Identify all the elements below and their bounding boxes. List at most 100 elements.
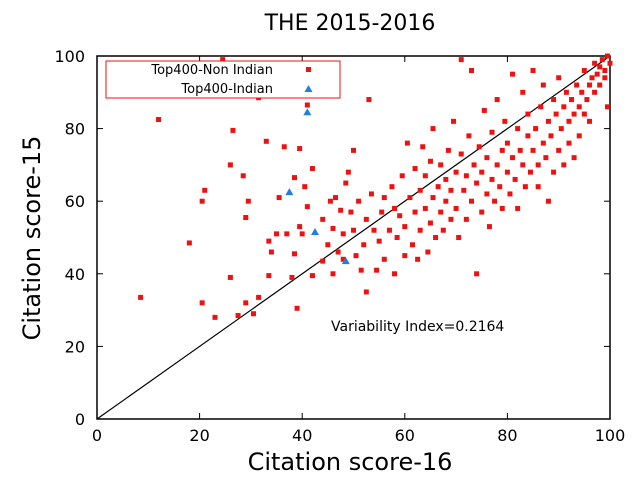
data-point-non-indian bbox=[409, 242, 415, 248]
x-tick-label: 40 bbox=[292, 426, 312, 445]
data-point-non-indian bbox=[571, 111, 577, 117]
data-point-non-indian bbox=[510, 71, 516, 77]
data-point-non-indian bbox=[392, 205, 398, 211]
data-point-non-indian bbox=[556, 75, 562, 81]
data-point-non-indian bbox=[340, 231, 346, 237]
data-point-non-indian bbox=[412, 166, 418, 172]
data-point-non-indian bbox=[281, 144, 287, 150]
data-point-non-indian bbox=[368, 191, 374, 197]
data-point-non-indian bbox=[240, 173, 246, 179]
x-tick-label: 20 bbox=[189, 426, 209, 445]
data-point-non-indian bbox=[425, 249, 431, 255]
data-point-non-indian bbox=[363, 216, 369, 222]
data-point-non-indian bbox=[443, 176, 449, 182]
data-point-non-indian bbox=[458, 151, 464, 157]
data-point-non-indian bbox=[433, 235, 439, 240]
data-point-non-indian bbox=[463, 216, 469, 222]
data-point-non-indian bbox=[576, 104, 582, 110]
data-point-non-indian bbox=[212, 314, 218, 320]
data-point-non-indian bbox=[404, 140, 410, 146]
data-point-non-indian bbox=[156, 117, 162, 123]
data-point-non-indian bbox=[551, 169, 557, 175]
data-point-non-indian bbox=[499, 147, 505, 153]
data-point-non-indian bbox=[479, 169, 485, 175]
data-point-non-indian bbox=[392, 271, 398, 277]
data-point-non-indian bbox=[358, 267, 364, 273]
data-point-non-indian bbox=[297, 224, 303, 230]
diagonal-reference-line bbox=[96, 55, 611, 420]
data-point-non-indian bbox=[476, 144, 482, 150]
data-point-non-indian bbox=[297, 146, 303, 152]
legend-marker-non-indian bbox=[306, 67, 311, 72]
data-point-non-indian bbox=[338, 207, 344, 213]
legend-label-indian: Top400-Indian bbox=[180, 82, 273, 97]
data-point-non-indian bbox=[417, 227, 423, 233]
data-point-non-indian bbox=[548, 133, 554, 139]
data-point-non-indian bbox=[468, 198, 474, 204]
data-point-non-indian bbox=[417, 187, 423, 193]
data-point-non-indian bbox=[366, 97, 372, 103]
data-point-non-indian bbox=[530, 68, 536, 74]
data-point-non-indian bbox=[458, 57, 464, 63]
data-point-non-indian bbox=[494, 97, 500, 103]
data-point-non-indian bbox=[220, 57, 226, 63]
data-point-non-indian bbox=[484, 191, 490, 197]
data-point-non-indian bbox=[494, 162, 500, 168]
data-point-non-indian bbox=[371, 227, 377, 233]
data-point-non-indian bbox=[474, 271, 480, 277]
y-axis-label: Citation score-15 bbox=[18, 136, 46, 341]
data-point-non-indian bbox=[497, 184, 503, 190]
data-point-non-indian bbox=[243, 215, 249, 221]
data-point-non-indian bbox=[535, 184, 541, 190]
data-point-non-indian bbox=[243, 300, 249, 306]
data-point-non-indian bbox=[402, 253, 408, 259]
data-point-non-indian bbox=[186, 240, 192, 246]
data-point-non-indian bbox=[422, 205, 428, 211]
data-point-non-indian bbox=[363, 289, 369, 295]
data-point-non-indian bbox=[589, 75, 595, 81]
legend: Top400-Non Indian Top400-Indian bbox=[105, 60, 341, 99]
data-point-non-indian bbox=[330, 271, 336, 277]
data-point-non-indian bbox=[561, 104, 567, 110]
data-point-non-indian bbox=[263, 138, 269, 144]
data-point-non-indian bbox=[427, 220, 433, 226]
data-point-non-indian bbox=[340, 256, 346, 262]
y-tick-label: 100 bbox=[54, 47, 85, 66]
data-point-non-indian bbox=[533, 126, 539, 132]
data-point-non-indian bbox=[463, 173, 469, 179]
data-point-non-indian bbox=[353, 253, 359, 259]
data-point-indian bbox=[341, 257, 350, 265]
data-point-non-indian bbox=[356, 198, 362, 204]
x-tick-label: 0 bbox=[92, 426, 102, 445]
data-point-non-indian bbox=[302, 184, 308, 190]
data-point-non-indian bbox=[376, 238, 382, 244]
data-point-non-indian bbox=[348, 209, 354, 215]
data-point-non-indian bbox=[597, 82, 603, 88]
data-point-non-indian bbox=[579, 89, 585, 95]
data-point-non-indian bbox=[361, 242, 367, 248]
data-point-non-indian bbox=[504, 140, 510, 146]
data-point-non-indian bbox=[604, 104, 610, 110]
data-point-non-indian bbox=[569, 97, 575, 103]
data-point-non-indian bbox=[266, 238, 272, 244]
data-point-non-indian bbox=[489, 176, 495, 182]
data-point-non-indian bbox=[379, 209, 385, 215]
data-point-non-indian bbox=[309, 273, 315, 279]
data-point-non-indian bbox=[510, 155, 516, 161]
data-point-non-indian bbox=[540, 140, 546, 146]
data-point-non-indian bbox=[227, 162, 233, 168]
data-point-non-indian bbox=[427, 158, 433, 164]
data-point-non-indian bbox=[407, 195, 413, 201]
data-points bbox=[138, 53, 613, 320]
data-point-non-indian bbox=[325, 242, 331, 248]
data-point-non-indian bbox=[284, 231, 290, 237]
legend-box bbox=[105, 60, 341, 99]
data-point-non-indian bbox=[522, 184, 528, 190]
data-point-non-indian bbox=[292, 251, 298, 257]
data-point-non-indian bbox=[520, 89, 526, 95]
data-point-non-indian bbox=[381, 195, 387, 201]
data-point-non-indian bbox=[453, 205, 459, 211]
data-point-non-indian bbox=[530, 147, 536, 153]
data-point-non-indian bbox=[138, 294, 144, 300]
